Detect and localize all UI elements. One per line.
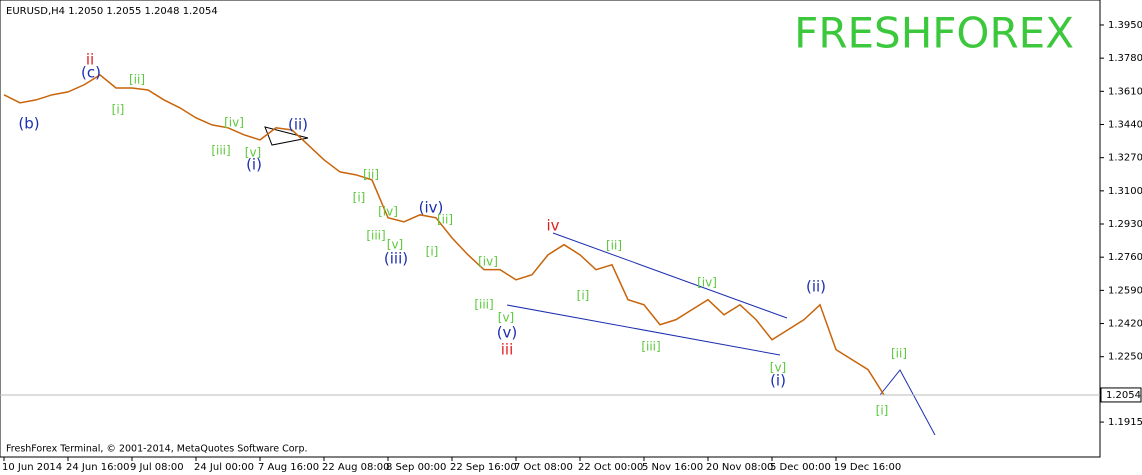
y-tick-label: 1.3950 — [1108, 20, 1142, 31]
price-line — [3, 74, 885, 396]
wave-label: [i] — [876, 404, 889, 418]
wave-label: iv — [546, 217, 559, 235]
x-tick-label: 19 Dec 16:00 — [834, 462, 901, 473]
wave-label: [iii] — [211, 144, 230, 158]
current-price-box — [1100, 387, 1142, 403]
y-tick-label: 1.3780 — [1108, 53, 1142, 64]
x-tick-label: 10 Jun 2014 — [2, 462, 62, 473]
wave-label: [iv] — [478, 255, 498, 269]
wave-label: [iii] — [474, 298, 493, 312]
y-tick-label: 1.3270 — [1108, 153, 1142, 164]
wave-label: [iv] — [224, 116, 244, 130]
y-tick-label: 1.1915 — [1108, 417, 1142, 428]
x-tick-label: 24 Jun 16:00 — [66, 462, 130, 473]
y-tick-label: 1.3610 — [1108, 86, 1142, 97]
y-tick-label: 1.3100 — [1108, 186, 1142, 197]
wave-label: [iv] — [697, 276, 717, 290]
wave-label: [i] — [112, 103, 125, 117]
x-tick-label: 22 Sep 16:00 — [450, 462, 517, 473]
y-tick-label: 1.2930 — [1108, 219, 1142, 230]
y-tick-label: 1.3440 — [1108, 119, 1142, 130]
x-tick-label: 5 Nov 16:00 — [642, 462, 703, 473]
wave-label: [iii] — [366, 229, 385, 243]
x-tick-label: 9 Jul 08:00 — [130, 462, 184, 473]
wave-label: [v] — [245, 146, 261, 160]
x-tick-label: 8 Sep 00:00 — [386, 462, 446, 473]
wave-label: [i] — [426, 245, 439, 259]
y-tick-label: 1.2420 — [1108, 319, 1142, 330]
wave-label: [i] — [353, 191, 366, 205]
wave-label: [v] — [387, 238, 403, 252]
x-tick-label: 22 Oct 00:00 — [578, 462, 643, 473]
triangle — [264, 126, 309, 146]
wave-label: [i] — [577, 289, 590, 303]
wave-label: (iii) — [384, 250, 408, 268]
y-tick-label: 1.2250 — [1108, 352, 1142, 363]
wave-label: (i) — [246, 156, 262, 174]
y-tick-label: 1.2590 — [1108, 285, 1142, 296]
wave-label: (ii) — [806, 278, 826, 296]
wave-label: [ii] — [891, 347, 907, 361]
wave-label: (c) — [81, 64, 101, 82]
y-tick-label: 1.2760 — [1108, 252, 1142, 263]
wave-label: ii — [86, 51, 94, 69]
wave-label: [iii] — [641, 340, 660, 354]
x-tick-label: 5 Dec 00:00 — [770, 462, 831, 473]
wave-label: [ii] — [129, 73, 145, 87]
wave-label: [v] — [498, 311, 514, 325]
projection — [879, 369, 936, 436]
wave-label: (iv) — [419, 199, 444, 217]
wave-label: [iv] — [378, 205, 398, 219]
wave-label: [ii] — [363, 168, 379, 182]
wave-label: (ii) — [288, 116, 308, 134]
current-price-label: 1.2054 — [1106, 390, 1141, 401]
x-tick-label: 22 Aug 08:00 — [322, 462, 389, 473]
chart-title: EURUSD,H4 1.2050 1.2055 1.2048 1.2054 — [6, 6, 218, 17]
drawings — [264, 126, 936, 436]
wave-label: (b) — [18, 115, 39, 133]
x-tick-label: 7 Oct 08:00 — [514, 462, 573, 473]
x-tick-label: 24 Jul 00:00 — [194, 462, 254, 473]
footer: FreshForex Terminal, © 2001-2014, MetaQu… — [6, 444, 308, 455]
plot-frame — [0, 0, 1101, 458]
wave-label: (v) — [497, 324, 518, 342]
wave-label: [ii] — [606, 239, 622, 253]
x-tick-label: 7 Aug 16:00 — [258, 462, 319, 473]
wave-label: iii — [501, 341, 514, 359]
x-tick-label: 20 Nov 08:00 — [706, 462, 773, 473]
wave-label: (i) — [770, 372, 786, 390]
watermark: FRESHFOREX — [794, 9, 1074, 58]
wave-label: [v] — [770, 361, 786, 375]
wave-label: [ii] — [437, 213, 453, 227]
wedge-lines — [506, 232, 788, 356]
